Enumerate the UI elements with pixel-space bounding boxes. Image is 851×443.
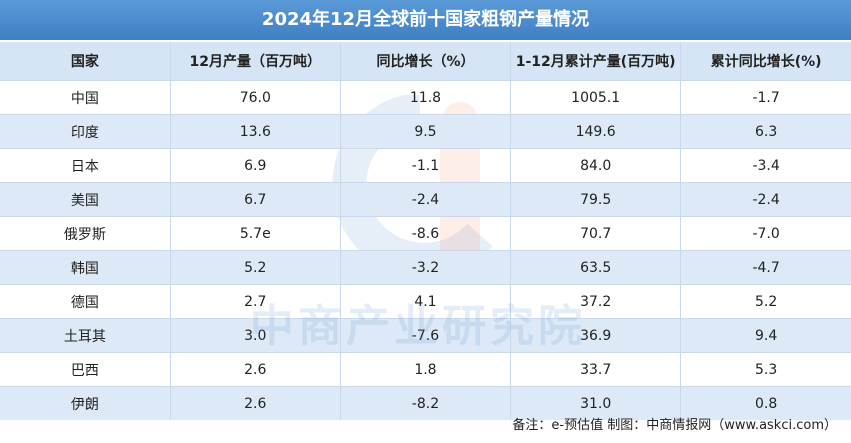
country-cell: 俄罗斯	[0, 216, 171, 251]
value-cell: 5.3	[680, 352, 851, 387]
value-cell: 2.6	[169, 352, 341, 387]
value-cell: 6.3	[680, 114, 851, 149]
column-header: 国家	[0, 42, 171, 81]
value-cell: 5.7e	[169, 216, 341, 251]
value-cell: 2.6	[169, 386, 341, 420]
table-row: 巴西 2.6 1.8 33.7 5.3	[0, 352, 851, 387]
table-row: 印度 13.6 9.5 149.6 6.3	[0, 114, 851, 149]
value-cell: -7.6	[339, 318, 511, 353]
value-cell: 79.5	[510, 182, 681, 217]
column-header: 同比增长（%）	[339, 42, 511, 81]
value-cell: -2.4	[680, 182, 851, 217]
value-cell: 63.5	[510, 250, 681, 285]
country-cell: 德国	[0, 284, 171, 319]
value-cell: 70.7	[510, 216, 681, 251]
footer: 备注：e-预估值 制图：中商情报网（www.askci.com）	[512, 418, 837, 433]
country-cell: 伊朗	[0, 386, 171, 420]
table-row: 土耳其 3.0 -7.6 36.9 9.4	[0, 318, 851, 353]
table-row: 美国 6.7 -2.4 79.5 -2.4	[0, 182, 851, 217]
value-cell: 31.0	[510, 386, 681, 420]
country-cell: 美国	[0, 182, 171, 217]
value-cell: -3.2	[339, 250, 511, 285]
value-cell: 11.8	[339, 80, 511, 115]
value-cell: -7.0	[680, 216, 851, 251]
value-cell: 76.0	[169, 80, 341, 115]
value-cell: 149.6	[510, 114, 681, 149]
value-cell: 13.6	[169, 114, 341, 149]
table-row: 中国 76.0 11.8 1005.1 -1.7	[0, 80, 851, 115]
table-row: 德国 2.7 4.1 37.2 5.2	[0, 284, 851, 319]
country-cell: 印度	[0, 114, 171, 149]
country-cell: 巴西	[0, 352, 171, 387]
value-cell: -1.7	[680, 80, 851, 115]
value-cell: 5.2	[680, 284, 851, 319]
value-cell: 5.2	[169, 250, 341, 285]
column-header: 12月产量（百万吨）	[169, 42, 341, 81]
value-cell: 6.7	[169, 182, 341, 217]
value-cell: 1005.1	[510, 80, 681, 115]
table-row: 韩国 5.2 -3.2 63.5 -4.7	[0, 250, 851, 285]
country-cell: 中国	[0, 80, 171, 115]
data-table: 国家 12月产量（百万吨） 同比增长（%） 1-12月累计产量(百万吨) 累计同比增长(…	[0, 42, 851, 420]
title: 2024年12月全球前十国家粗钢产量情况	[0, 0, 851, 40]
value-cell: -8.2	[339, 386, 511, 420]
value-cell: 9.4	[680, 318, 851, 353]
value-cell: 2.7	[169, 284, 341, 319]
table-row: 俄罗斯 5.7e -8.6 70.7 -7.0	[0, 216, 851, 251]
value-cell: -8.6	[339, 216, 511, 251]
value-cell: 3.0	[169, 318, 341, 353]
value-cell: -3.4	[680, 148, 851, 183]
value-cell: 6.9	[169, 148, 341, 183]
table-row: 伊朗 2.6 -8.2 31.0 0.8	[0, 386, 851, 420]
country-cell: 土耳其	[0, 318, 171, 353]
value-cell: 84.0	[510, 148, 681, 183]
value-cell: 33.7	[510, 352, 681, 387]
column-header: 1-12月累计产量(百万吨)	[510, 42, 681, 81]
value-cell: 0.8	[680, 386, 851, 420]
value-cell: 1.8	[339, 352, 511, 387]
value-cell: 36.9	[510, 318, 681, 353]
value-cell: -1.1	[339, 148, 511, 183]
country-cell: 韩国	[0, 250, 171, 285]
value-cell: -4.7	[680, 250, 851, 285]
value-cell: 4.1	[339, 284, 511, 319]
column-header: 累计同比增长(%)	[680, 42, 851, 81]
value-cell: 9.5	[339, 114, 511, 149]
table-row: 日本 6.9 -1.1 84.0 -3.4	[0, 148, 851, 183]
value-cell: 37.2	[510, 284, 681, 319]
header-row: 国家 12月产量（百万吨） 同比增长（%） 1-12月累计产量(百万吨) 累计同比增长(…	[0, 42, 851, 81]
value-cell: -2.4	[339, 182, 511, 217]
country-cell: 日本	[0, 148, 171, 183]
